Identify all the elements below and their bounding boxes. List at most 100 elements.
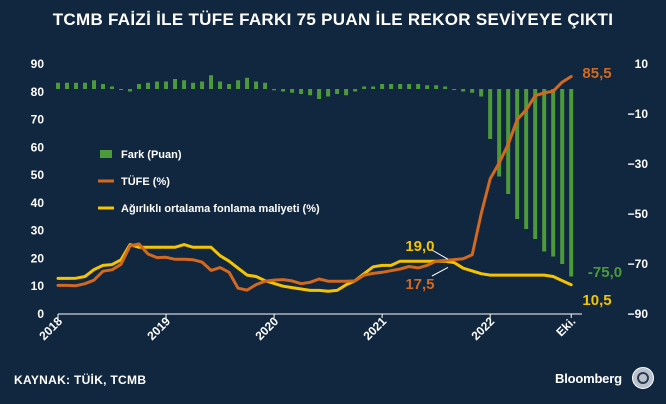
annotation-tufe-2021: 17,5 [405,276,434,293]
annotation-fonlama-end: 10,5 [582,292,611,309]
annotation-fark-end: -75,0 [588,264,622,281]
fark-bar [335,89,340,94]
left-axis-tick-90: 90 [31,57,45,71]
annotations: 85,5 19,0 17,5 -75,0 10,5 [405,65,622,309]
fonlama-line [56,243,573,293]
fark-bar [182,80,187,89]
legend-label: Fark (Puan) [121,149,182,161]
fark-bar [425,85,430,89]
fark-bar [173,79,178,89]
fark-bar [380,84,385,89]
right-axis-tick--10: −10 [628,107,649,121]
line-series [56,75,573,293]
fark-bar [164,81,169,89]
fark-bar [461,89,466,92]
fark-bar [146,82,151,89]
fark-bar [524,89,529,229]
fark-bar [110,86,115,89]
fark-bar [290,89,295,93]
left-axis-tick-10: 10 [31,279,45,293]
fark-bar [344,89,349,96]
x-axis-label-2019: 2019 [144,314,173,343]
fark-bar [434,85,439,89]
left-axis-tick-70: 70 [31,113,45,127]
fark-bar [254,81,259,89]
fark-bar [218,81,223,89]
fark-bar [479,89,484,97]
fark-bar [308,89,313,96]
left-axis-tick-labels: 0 10 20 30 40 50 60 70 80 90 [31,57,45,321]
fark-bar [470,89,475,93]
fark-bar [92,80,97,89]
fark-bar [389,84,394,89]
fark-bar [101,84,106,89]
fark-bars [56,75,574,277]
fark-bar [452,89,457,90]
fark-bar [515,89,520,219]
left-axis-tick-30: 30 [31,224,45,238]
annotation-fonlama-2021: 19,0 [405,238,434,255]
right-axis-tick--50: −50 [628,207,649,221]
left-axis-tick-60: 60 [31,140,45,154]
left-axis-tick-20: 20 [31,251,45,265]
right-axis-tick-10: 10 [635,57,649,71]
fark-bar [362,86,367,89]
right-axis-tick--70: −70 [628,257,649,271]
legend-swatch-fark [100,150,112,158]
fark-bar [488,89,493,139]
fark-bar [371,86,376,89]
fark-bar [245,77,250,89]
fark-bar [64,82,69,89]
fark-bar [533,89,538,239]
fark-bar [236,80,241,89]
left-axis-tick-80: 80 [31,85,45,99]
fark-bar [263,82,268,89]
left-axis-tick-50: 50 [31,168,45,182]
fark-bar [443,86,448,89]
fark-bar [299,89,304,94]
fark-bar [569,89,574,277]
annotation-leader [431,249,449,260]
fark-bar [317,89,322,99]
x-axis-label-Eki.: Eki. [553,314,578,339]
fark-bar [191,82,196,89]
fark-bar [272,89,277,91]
source-note: KAYNAK: TÜİK, TCMB [14,373,147,387]
fark-bar [542,89,547,252]
fark-bar [551,89,556,257]
fark-bar [200,81,205,89]
fark-bar [56,82,60,89]
fark-bar [497,89,502,177]
ht-logo-icon [632,367,654,389]
bloomberg-logo-text: Bloomberg [555,371,622,386]
fark-bar [128,89,133,92]
fark-bar [83,82,88,89]
fark-bar [227,84,232,89]
tufe-line [56,75,573,292]
fark-bar [137,84,142,89]
x-axis: 2018 2019 2020 2021 2022 Eki. [36,313,582,343]
legend-label: TÜFE (%) [121,175,170,188]
fark-bar [416,84,421,89]
annotation-leader [431,266,449,277]
fark-bar [560,89,565,264]
legend-label: Ağırlıklı ortalama fonlama maliyeti (%) [121,203,320,215]
x-axis-label-2021: 2021 [360,314,389,343]
fark-bar [326,89,331,97]
annotation-tufe-end: 85,5 [582,65,611,82]
fark-bar [119,89,124,90]
left-axis-tick-0: 0 [37,307,44,321]
x-axis-label-2022: 2022 [469,314,498,343]
fark-bar [281,89,286,92]
right-axis-tick-labels: 10 −10 −30 −50 −70 −90 [628,57,649,321]
fark-bar [398,84,403,89]
x-axis-label-2020: 2020 [252,314,281,343]
right-axis-tick--90: −90 [628,307,649,321]
chart-title: TCMB FAİZİ İLE TÜFE FARKI 75 PUAN İLE RE… [52,10,614,29]
fark-bar [155,81,160,89]
fark-bar [353,89,358,92]
legend: Fark (Puan) TÜFE (%) Ağırlıklı ortalama fo… [98,149,320,215]
fark-bar [209,75,214,89]
fark-bar [74,82,79,89]
